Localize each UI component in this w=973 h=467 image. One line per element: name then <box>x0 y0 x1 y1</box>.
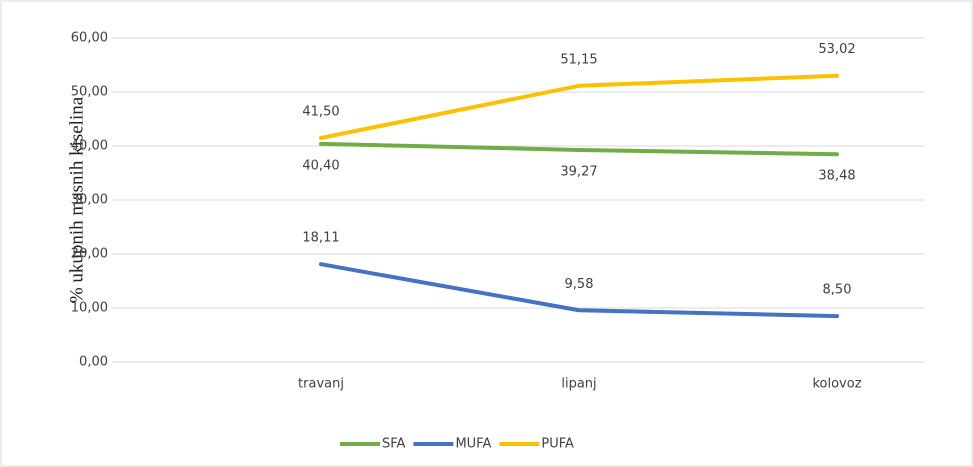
data-label: 51,15 <box>560 52 597 67</box>
x-tick-label: travanj <box>298 377 344 392</box>
series-line <box>319 73 839 140</box>
data-label: 8,50 <box>823 283 852 298</box>
y-tick-label: 60,00 <box>71 31 108 46</box>
data-label: 38,48 <box>818 169 855 184</box>
x-tick-label: kolovoz <box>812 377 861 392</box>
series-line <box>319 262 839 319</box>
data-label: 40,40 <box>302 158 339 173</box>
x-tick-label: lipanj <box>561 377 596 392</box>
legend-label: SFA <box>382 437 406 452</box>
data-label: 9,58 <box>565 277 594 292</box>
data-label: 18,11 <box>302 231 339 246</box>
y-tick-label: 0,00 <box>79 355 108 370</box>
y-tick-label: 50,00 <box>71 85 108 100</box>
y-tick-label: 10,00 <box>71 301 108 316</box>
series-line <box>319 141 839 157</box>
data-label: 39,27 <box>560 164 597 179</box>
y-tick-label: 40,00 <box>71 139 108 154</box>
y-tick-label: 30,00 <box>71 193 108 208</box>
y-tick-label: 20,00 <box>71 247 108 262</box>
data-label: 53,02 <box>818 42 855 57</box>
legend-label: PUFA <box>541 437 574 452</box>
legend-label: MUFA <box>455 437 491 452</box>
data-label: 41,50 <box>302 104 339 119</box>
y-axis-label: % ukupnih masnih kiselina <box>66 96 87 303</box>
